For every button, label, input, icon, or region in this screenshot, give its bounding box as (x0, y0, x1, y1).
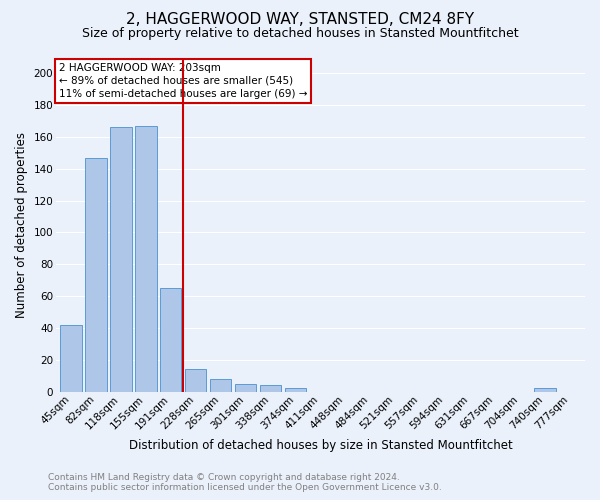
Bar (210, 379, 232, 392)
Bar (285, 388, 306, 392)
Bar (61, 324, 82, 392)
Text: Size of property relative to detached houses in Stansted Mountfitchet: Size of property relative to detached ho… (82, 28, 518, 40)
Bar (535, 388, 556, 392)
Y-axis label: Number of detached properties: Number of detached properties (15, 132, 28, 318)
Text: Contains HM Land Registry data © Crown copyright and database right 2024.
Contai: Contains HM Land Registry data © Crown c… (48, 473, 442, 492)
Bar (185, 370, 206, 392)
Bar (110, 128, 131, 392)
Bar (260, 385, 281, 392)
Text: 2, HAGGERWOOD WAY, STANSTED, CM24 8FY: 2, HAGGERWOOD WAY, STANSTED, CM24 8FY (126, 12, 474, 28)
Bar (135, 126, 157, 392)
X-axis label: Distribution of detached houses by size in Stansted Mountfitchet: Distribution of detached houses by size … (128, 440, 512, 452)
Text: 2 HAGGERWOOD WAY: 203sqm
← 89% of detached houses are smaller (545)
11% of semi-: 2 HAGGERWOOD WAY: 203sqm ← 89% of detach… (59, 62, 307, 99)
Bar (235, 384, 256, 392)
Bar (85, 158, 107, 392)
Bar (160, 288, 181, 392)
